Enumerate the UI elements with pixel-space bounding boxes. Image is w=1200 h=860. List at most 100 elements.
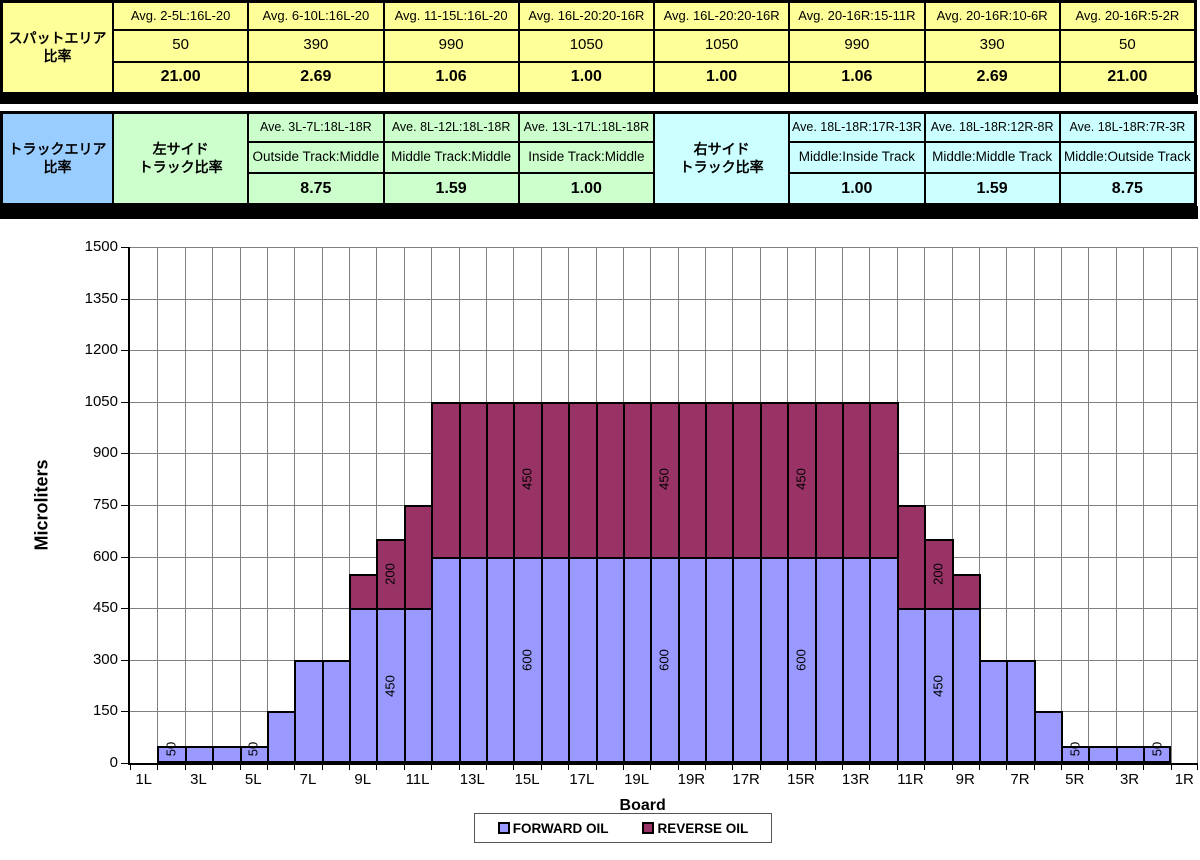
x-axis-tick [1061,765,1063,770]
x-axis-tick [951,765,953,770]
vertical-gridline [349,247,351,763]
reverse-oil-bar [595,401,625,559]
bar-value-label: 600 [656,648,672,671]
spat-col-value: 1050 [519,31,653,61]
chart-legend: FORWARD OIL REVERSE OIL [474,813,772,843]
right-side-track-label-line1: 右サイド [693,141,750,157]
vertical-gridline [212,247,214,763]
forward-oil-bar [650,556,680,763]
spat-col-ratio: 1.00 [519,62,653,92]
x-axis-tick [787,765,789,770]
x-axis-tick [622,765,624,770]
x-axis-tick [1006,765,1008,770]
y-axis-tick [121,659,128,661]
x-tick-label: 1L [135,771,153,788]
vertical-gridline [294,247,296,763]
x-axis-tick [1143,765,1145,770]
x-axis-tick [349,765,351,770]
x-axis-tick [595,765,597,770]
x-tick-label: 17L [569,771,595,788]
forward-oil-bar [677,556,708,763]
x-tick-label: 7L [299,771,317,788]
track-col-ratio: 8.75 [249,174,383,203]
spat-col-value: 390 [925,31,1059,61]
x-axis-tick [1033,765,1035,770]
oil-pattern-chart-plot-area: Microliters Board 0 150 300 450 600 750 900 105… [32,238,1198,814]
track-col-header: Ave. 13L-17L:18L-18R [519,114,653,141]
bar-value-label: 200 [382,562,398,585]
forward-oil-bar [1143,745,1171,763]
forward-oil-bar [896,608,927,763]
x-tick-label: 3R [1119,771,1140,788]
x-axis-tick [157,765,159,770]
x-axis-tick [814,765,816,770]
x-axis-tick [212,765,214,770]
reverse-oil-bar [705,401,735,559]
bar-value-label: 50 [1149,742,1165,757]
y-tick-label: 1050 [84,392,118,410]
legend-item: FORWARD OIL [497,821,608,836]
left-side-track-label-line2: トラック比率 [138,158,223,175]
spat-col-value: 390 [249,31,383,61]
reverse-oil-bar [814,401,844,559]
spat-col-value: 990 [790,31,924,61]
bar-value-label: 50 [245,742,261,757]
reverse-oil-bar [403,505,434,611]
x-axis-tick [677,765,679,770]
x-axis-tick [568,765,570,770]
forward-oil-bar [294,659,324,763]
track-col-header: Ave. 18L-18R:12R-8R [925,114,1059,141]
bar-value-label: 600 [519,648,535,671]
x-axis-tick [705,765,707,770]
track-col-ratio: 8.75 [1060,174,1194,203]
right-side-track-label-line2: トラック比率 [679,158,764,175]
track-table-row-header-line1: トラックエリア [8,141,107,157]
horizontal-gridline [130,350,1198,352]
y-tick-label: 1200 [84,341,118,359]
bar-value-label: 600 [793,648,809,671]
y-tick-label: 1500 [84,238,118,255]
reverse-oil-bar [622,401,653,559]
track-col-name: Middle Track:Middle [384,143,518,172]
x-axis-tick [294,765,296,770]
horizontal-gridline [130,247,1198,248]
legend-label: REVERSE OIL [657,820,749,836]
forward-oil-bar [540,556,571,763]
reverse-oil-bar [787,401,817,559]
reverse-oil-bar [842,401,872,559]
vertical-gridline [321,247,323,763]
forward-oil-bar [212,745,242,763]
vertical-gridline [1033,247,1035,763]
track-area-table: トラックエリア 比率 左サイド トラック比率 Ave. 3L-7L:18L-18… [0,111,1197,206]
track-table-row-header: トラックエリア 比率 [3,114,112,203]
reverse-oil-bar [759,401,790,559]
x-tick-label: 13R [841,771,870,788]
forward-oil-bar [568,556,598,763]
forward-oil-bar [458,556,488,763]
legend-item: REVERSE OIL [642,821,748,836]
y-axis-line [128,247,130,765]
y-tick-label: 150 [92,702,118,720]
x-axis-tick [266,765,268,770]
x-tick-label: 1R [1174,771,1194,788]
bar-value-label: 450 [930,674,946,697]
x-tick-label: 19R [677,771,706,788]
horizontal-gridline [130,298,1198,300]
y-axis-tick [121,247,128,248]
x-tick-label: 11R [897,771,924,788]
vertical-gridline [403,247,405,763]
x-tick-label: 5R [1065,771,1085,788]
x-axis-tick [650,765,652,770]
y-axis-tick [121,505,128,506]
x-axis-line [128,763,1198,765]
track-col-header: Ave. 8L-12L:18L-18R [384,114,518,141]
legend-swatch-icon [642,822,655,834]
forward-oil-bar [403,608,434,763]
y-tick-label: 300 [92,650,118,668]
vertical-gridline [1006,247,1008,763]
x-axis-tick [431,765,433,770]
y-axis-tick [121,350,128,352]
spat-col-value: 1050 [655,31,789,61]
forward-oil-bar [814,556,844,763]
x-axis-tick [486,765,487,770]
